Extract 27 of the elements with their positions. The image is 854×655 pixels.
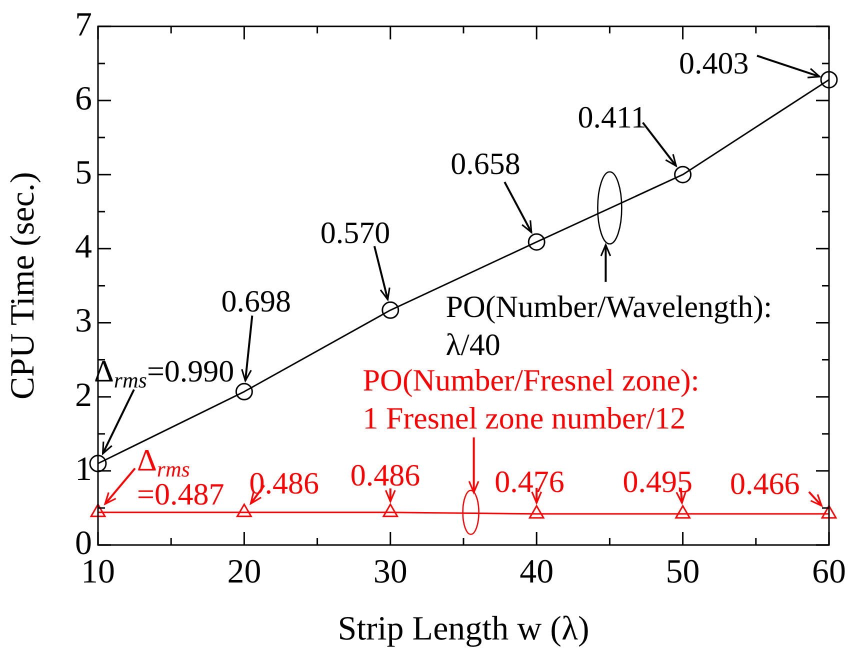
y-tick-label: 2 (75, 376, 92, 414)
annotation: 0.495 (622, 464, 693, 499)
annotation: 0.570 (320, 215, 390, 250)
x-tick-label: 10 (81, 553, 115, 590)
y-tick-label: 3 (75, 302, 92, 340)
annotation: 0.403 (679, 46, 749, 81)
x-tick-label: 20 (227, 553, 262, 590)
y-tick-label: 6 (75, 80, 92, 118)
y-tick-label: 7 (75, 6, 92, 44)
annotation: 0.486 (249, 465, 319, 500)
y-tick-label: 4 (75, 228, 92, 266)
x-axis-title: Strip Length w (λ) (338, 610, 590, 648)
annotation: PO(Number/Fresnel zone): 1 Fresnel zone number/12 (362, 362, 700, 436)
annotation: 0.486 (350, 457, 420, 492)
annotation: PO(Number/Wavelength): λ/40 (446, 288, 772, 362)
x-tick-label: 50 (666, 553, 700, 590)
x-tick-label: 60 (812, 553, 846, 590)
y-tick-label: 1 (75, 450, 92, 488)
x-tick-label: 40 (520, 553, 554, 590)
annotation: 0.476 (494, 464, 564, 499)
annotation: 0.466 (730, 466, 800, 501)
annotation: 0.698 (221, 284, 291, 319)
y-tick-label: 5 (75, 154, 92, 192)
annotation: 0.658 (450, 146, 520, 181)
x-tick-label: 30 (373, 553, 408, 590)
annotation: 0.411 (578, 100, 646, 135)
y-axis-title: CPU Time (sec.) (4, 172, 42, 400)
